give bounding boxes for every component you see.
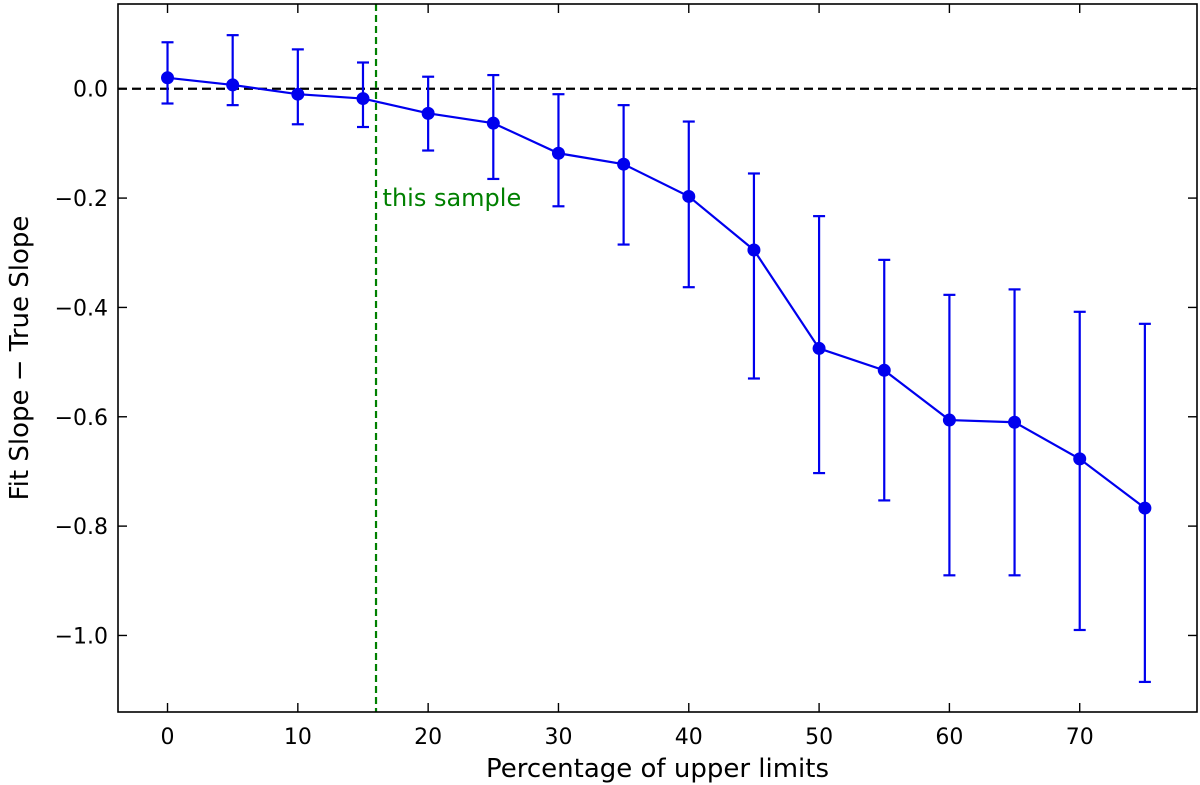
x-tick-label: 10 — [284, 725, 312, 750]
data-point — [161, 71, 175, 85]
data-point — [617, 157, 631, 171]
x-tick-label: 20 — [414, 725, 442, 750]
y-tick-label: −0.2 — [55, 187, 108, 212]
y-tick-label: −1.0 — [55, 624, 108, 649]
data-point — [942, 413, 956, 427]
y-axis-label: Fit Slope − True Slope — [5, 216, 35, 501]
y-tick-label: −0.8 — [55, 515, 108, 540]
data-point — [747, 243, 761, 257]
data-point — [226, 78, 240, 92]
y-tick-label: 0.0 — [73, 78, 108, 103]
data-series — [161, 34, 1152, 684]
data-point — [356, 92, 370, 106]
series-line — [167, 76, 1146, 509]
data-point — [1008, 415, 1022, 429]
axes — [117, 3, 1198, 713]
data-point — [812, 341, 826, 355]
data-point — [1073, 452, 1087, 466]
ticks: 0 10 20 30 40 50 60 70 0.0 −0.2 −0.4 −0.6 −0.8 −1.0 — [55, 4, 1197, 750]
plot-frame — [117, 3, 1198, 713]
y-tick-label: −0.4 — [55, 296, 108, 321]
data-point — [1138, 501, 1152, 515]
data-point — [682, 189, 696, 203]
data-point — [486, 116, 500, 130]
x-tick-label: 30 — [544, 725, 572, 750]
x-tick-label: 50 — [805, 725, 833, 750]
x-tick-label: 70 — [1066, 725, 1094, 750]
data-point — [877, 363, 891, 377]
x-tick-label: 0 — [161, 725, 175, 750]
data-point — [291, 87, 305, 101]
data-point — [421, 106, 435, 120]
y-tick-label: −0.6 — [55, 406, 108, 431]
x-tick-label: 60 — [935, 725, 963, 750]
x-axis-label: Percentage of upper limits — [486, 754, 829, 784]
annotation-this-sample: this sample — [383, 184, 522, 212]
data-point — [551, 146, 565, 160]
x-tick-label: 40 — [675, 725, 703, 750]
reference-lines — [118, 4, 1197, 712]
